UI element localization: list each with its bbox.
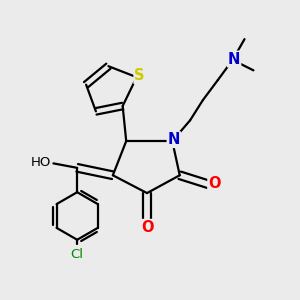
Text: HO: HO — [30, 156, 51, 169]
Text: S: S — [134, 68, 145, 83]
Text: N: N — [168, 132, 180, 147]
Text: O: O — [208, 176, 221, 191]
Text: Cl: Cl — [71, 248, 84, 260]
Text: O: O — [141, 220, 153, 235]
Text: N: N — [228, 52, 240, 67]
